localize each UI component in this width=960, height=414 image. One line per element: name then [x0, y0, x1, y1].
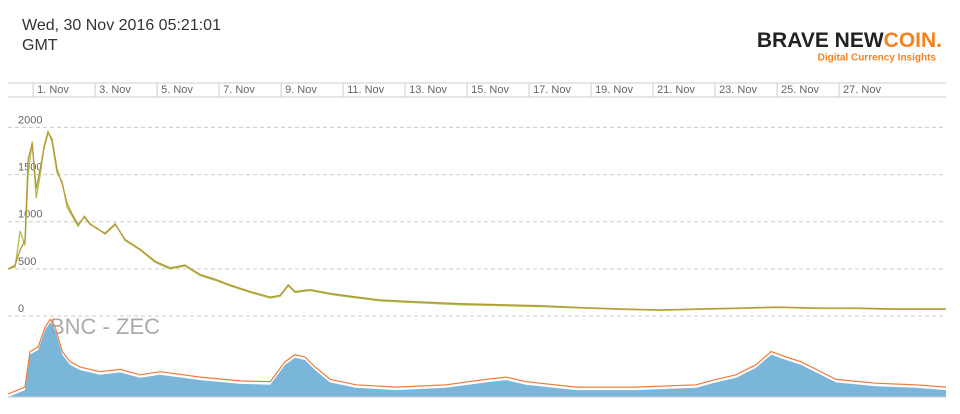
y-tick-label: 500	[18, 256, 36, 268]
price-line	[7, 131, 946, 311]
watermark: BNC - ZEC	[50, 314, 160, 339]
timestamp: Wed, 30 Nov 2016 05:21:01	[22, 17, 221, 34]
x-tick-label: 7. Nov	[223, 84, 255, 96]
x-tick-label: 13. Nov	[409, 84, 447, 96]
x-tick-label: 23. Nov	[719, 84, 757, 96]
price-line	[7, 129, 946, 311]
x-tick-label: 17. Nov	[533, 84, 571, 96]
x-tick-label: 15. Nov	[471, 84, 509, 96]
x-tick-label: 21. Nov	[657, 84, 695, 96]
x-tick-label: 1. Nov	[37, 84, 69, 96]
x-tick-label: 11. Nov	[347, 84, 385, 96]
x-tick-label: 25. Nov	[781, 84, 819, 96]
x-tick-label: 3. Nov	[99, 84, 131, 96]
x-tick-label: 5. Nov	[161, 84, 193, 96]
logo-brand: BRAVE NEW	[757, 29, 884, 52]
logo-accent: COIN.	[884, 29, 942, 52]
y-tick-label: 1500	[18, 161, 42, 173]
y-tick-label: 0	[18, 303, 24, 315]
x-tick-label: 9. Nov	[285, 84, 317, 96]
logo-tagline: Digital Currency Insights	[818, 53, 937, 64]
y-tick-label: 1000	[18, 209, 42, 221]
volume-area	[8, 322, 946, 397]
volume-outline	[7, 318, 947, 395]
x-tick-label: 19. Nov	[595, 84, 633, 96]
x-tick-label: 27. Nov	[843, 84, 881, 96]
timezone: GMT	[22, 37, 58, 54]
y-tick-label: 2000	[18, 114, 42, 126]
logo: BRAVE NEWCOIN.	[757, 29, 942, 52]
